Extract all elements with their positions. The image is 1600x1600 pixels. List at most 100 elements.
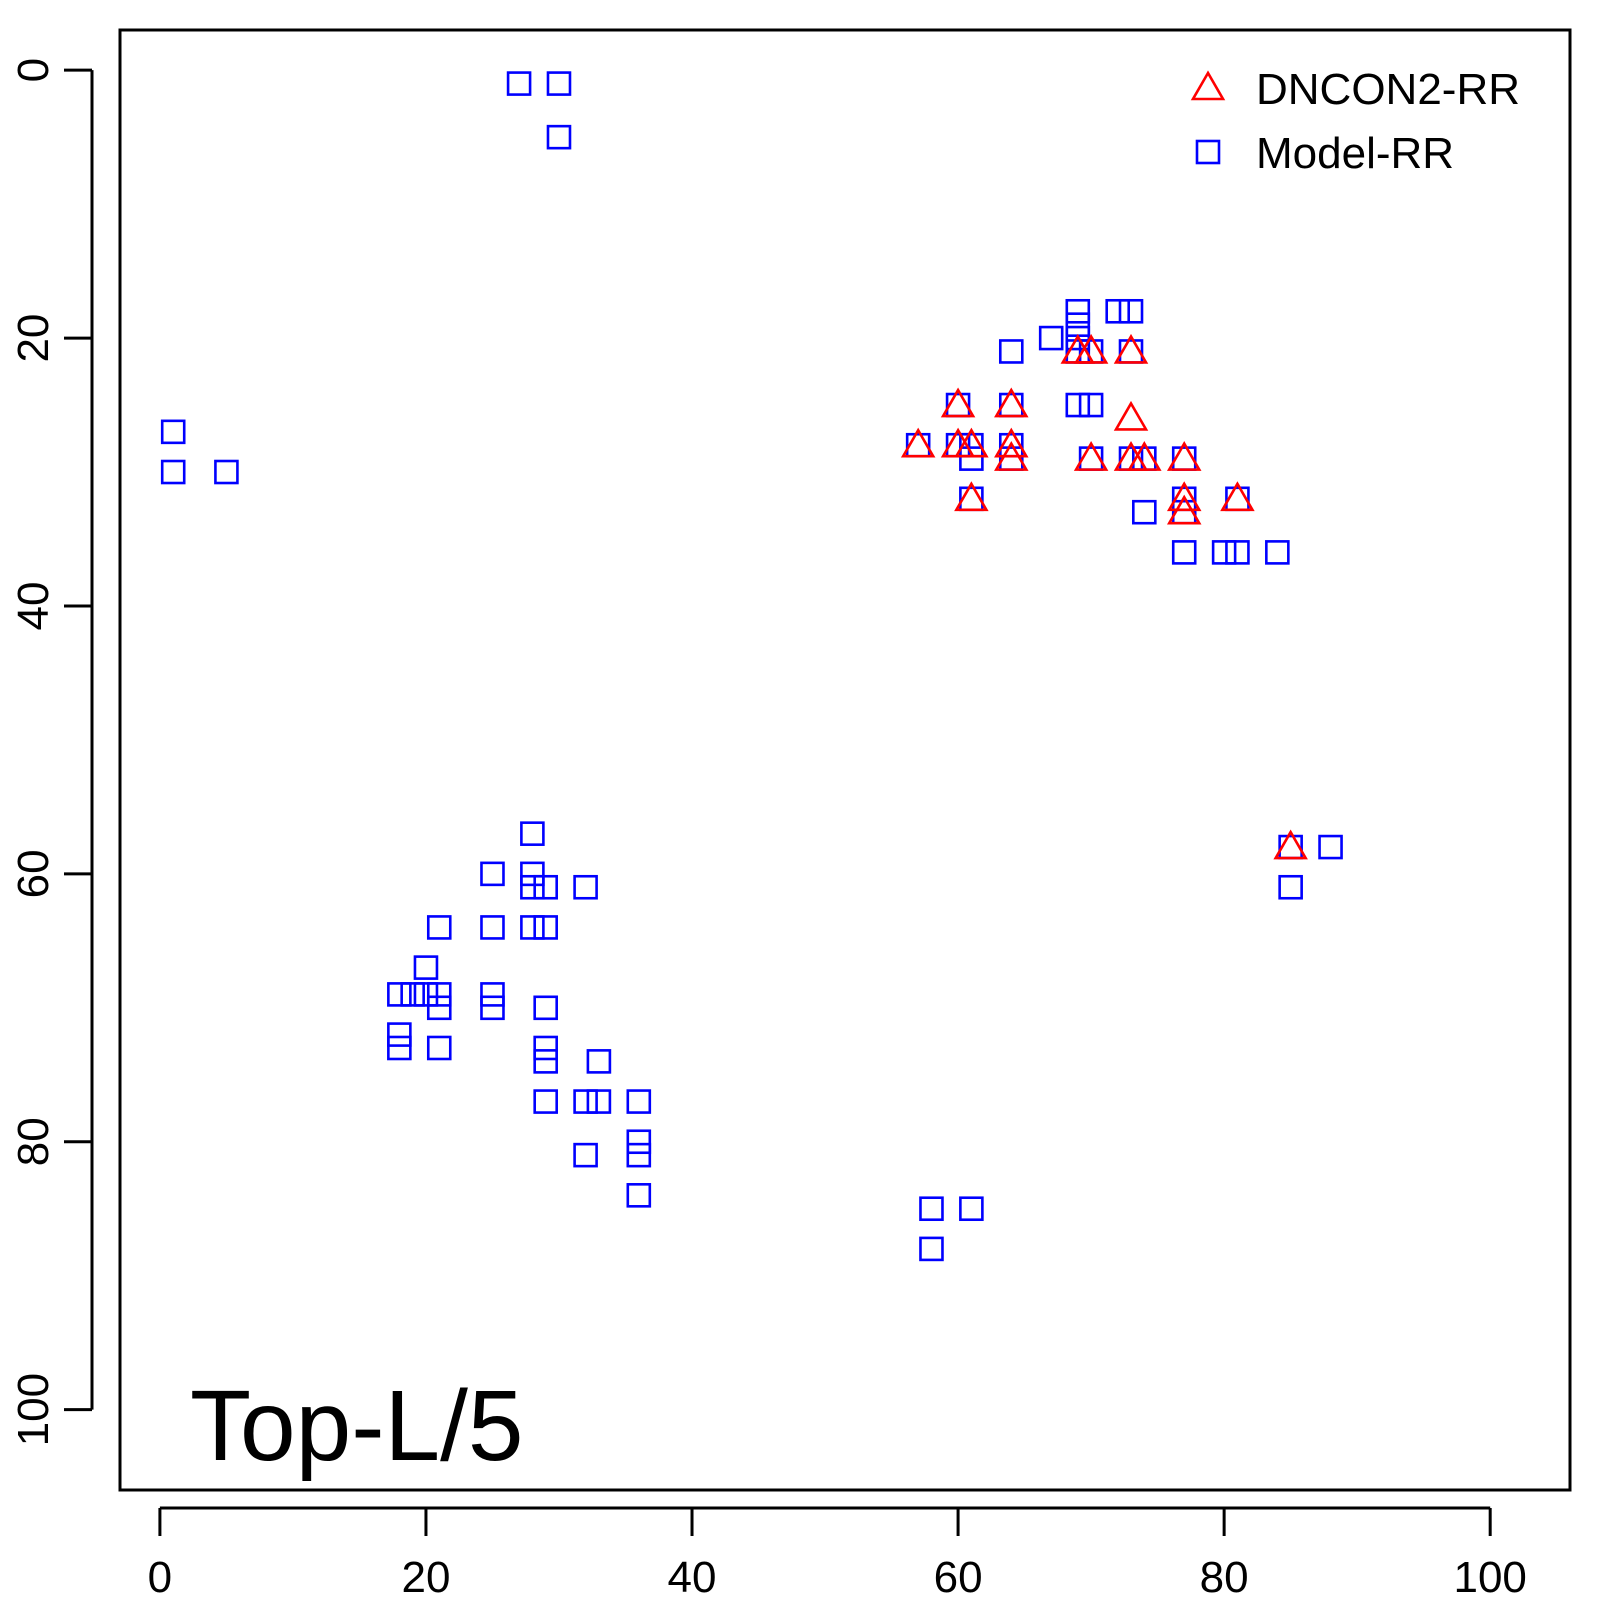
dncon2-rr-point [994,441,1029,471]
x-tick-label: 0 [148,1553,172,1600]
y-tick-label: 80 [9,1117,58,1166]
model-rr-point [214,459,239,485]
dncon2-rr-point [1113,400,1149,431]
series-dncon2-rr [900,333,1308,860]
model-rr-point [546,71,572,96]
model-rr-point [586,1049,612,1074]
model-rr-point [533,874,558,900]
y-tick-label: 0 [9,58,58,82]
model-rr-point [626,1183,652,1208]
dncon2-rr-point [1220,481,1255,512]
dncon2-rr-point [994,427,1029,458]
model-rr-point [426,995,452,1021]
model-rr-point [426,1035,452,1061]
y-axis: 0 20 40 60 80 100 [9,58,94,1446]
model-rr-point [387,982,412,1007]
model-rr-point [160,419,186,445]
dncon2-rr-point [940,387,976,418]
y-tick-label: 100 [9,1373,58,1446]
dncon2-rr-point [1073,441,1109,471]
model-rr-point [533,915,558,940]
model-rr-point [1225,540,1250,565]
model-rr-point [480,861,505,887]
model-rr-point [959,1196,984,1222]
legend-label-dncon2-rr: DNCON2-RR [1256,65,1520,114]
model-rr-point [520,874,545,900]
model-rr-point [1078,392,1104,418]
model-rr-point [480,995,505,1021]
legend-marker-dncon2-rr [1190,70,1226,101]
model-rr-point [1171,540,1197,565]
model-rr-point [919,1236,944,1262]
model-rr-point [919,1196,944,1222]
legend-marker-model-rr [1195,139,1221,165]
dncon2-rr-point [954,481,989,512]
y-tick-label: 40 [9,581,58,630]
model-rr-point [506,71,532,96]
panel-annotation: Top-L/5 [190,1370,524,1482]
dncon2-rr-point [1113,333,1149,364]
model-rr-point [1065,312,1091,337]
model-rr-point [573,1089,598,1114]
model-rr-point [586,1089,612,1114]
model-rr-point [959,446,984,471]
model-rr-point [573,874,598,900]
model-rr-point [387,1022,412,1047]
x-tick-label: 80 [1200,1553,1249,1600]
model-rr-point [626,1129,652,1155]
dncon2-rr-point [1273,829,1308,860]
model-rr-point [1132,499,1157,525]
model-rr-point [520,821,545,846]
dncon2-rr-point [954,427,989,458]
dncon2-rr-point [994,387,1029,418]
dncon2-rr-point [1166,481,1202,512]
model-rr-point [1265,540,1290,565]
model-rr-point [533,1035,558,1061]
points-layer [160,71,1343,1262]
model-rr-point [546,124,572,150]
x-axis: 0 20 40 60 80 100 [148,1506,1527,1600]
dncon2-rr-point [1166,441,1202,471]
model-rr-point [387,1035,412,1061]
model-rr-point [413,982,439,1007]
model-rr-point [413,955,439,980]
x-tick-label: 20 [401,1553,450,1600]
dncon2-rr-point [1166,494,1202,525]
model-rr-point [1038,325,1064,351]
model-rr-point [426,982,452,1007]
plot-area-frame [118,28,1572,1492]
model-rr-point [160,459,186,485]
model-rr-point [533,1089,558,1114]
model-rr-point [1118,298,1144,324]
model-rr-point [998,339,1024,364]
x-tick-label: 40 [668,1553,717,1600]
model-rr-point [1105,298,1131,324]
dncon2-rr-point [1073,333,1109,364]
model-rr-point [480,915,505,940]
model-rr-point [533,1049,558,1074]
model-rr-point [1278,874,1303,900]
legend-label-model-rr: Model-RR [1256,129,1454,178]
model-rr-point [626,1142,652,1168]
model-rr-point [533,995,558,1021]
x-tick-label: 100 [1453,1553,1526,1600]
model-rr-point [400,982,425,1007]
y-tick-label: 60 [9,849,58,898]
model-rr-point [426,915,452,940]
dncon2-rr-point [1127,441,1162,471]
model-rr-point [520,861,545,887]
model-rr-point [480,982,505,1007]
series-model-rr [160,71,1343,1262]
model-rr-point [1318,834,1343,860]
model-rr-point [1065,392,1091,418]
x-tick-label: 60 [934,1553,983,1600]
legend: DNCON2-RR Model-RR [1190,65,1520,178]
dncon2-rr-point [900,427,936,458]
model-rr-point [573,1142,598,1168]
model-rr-point [520,915,545,940]
model-rr-point [626,1089,652,1114]
model-rr-point [1211,540,1237,565]
model-rr-point [1065,298,1091,324]
y-tick-label: 20 [9,314,58,363]
